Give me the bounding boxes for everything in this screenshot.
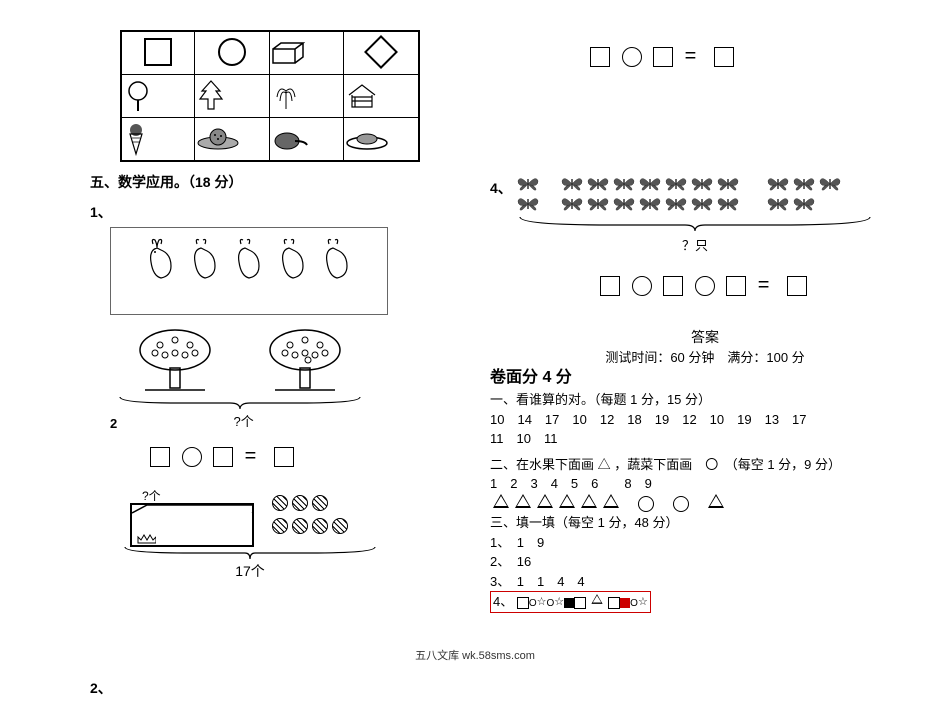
crown-icon bbox=[136, 533, 156, 545]
answer-sec2-nums: 1 2 3 4 5 6 8 9 bbox=[490, 474, 920, 494]
question-2-label: 2 bbox=[110, 416, 117, 431]
butterfly-group-right bbox=[766, 175, 842, 193]
apple-tree-icon bbox=[260, 325, 350, 395]
hat-icon bbox=[345, 127, 389, 151]
apple-trees-diagram bbox=[110, 325, 370, 395]
rabbit-icon bbox=[317, 236, 357, 286]
cap-icon bbox=[271, 127, 311, 151]
butterfly-group-mid2 bbox=[560, 195, 740, 213]
circle-icon bbox=[218, 38, 246, 66]
house-icon bbox=[345, 81, 379, 111]
equation-1: = bbox=[150, 445, 470, 468]
tree-willow-icon bbox=[271, 79, 301, 113]
brace-icon bbox=[510, 215, 880, 235]
rabbit-icon bbox=[185, 236, 225, 286]
question-4-label: 4、 bbox=[490, 178, 512, 198]
butterfly-group-left bbox=[516, 175, 540, 193]
diamond-icon bbox=[364, 35, 398, 69]
answer-sec1-line2: 11 10 11 bbox=[490, 429, 920, 449]
apples-unknown-label: ?个 bbox=[234, 414, 254, 429]
equation-butterflies: = bbox=[600, 274, 920, 297]
cuboid-icon bbox=[271, 41, 305, 65]
tree-round-icon bbox=[123, 79, 153, 113]
rabbit-icon bbox=[273, 236, 313, 286]
section-5-title: 五、数学应用。（18 分） bbox=[90, 172, 470, 192]
footer-watermark: 五八文库 wk.58sms.com bbox=[0, 647, 950, 663]
answer-sec3-l1: 1、 1 9 bbox=[490, 533, 920, 553]
balls-outside bbox=[270, 493, 370, 539]
box-container: ?个 bbox=[130, 503, 254, 547]
rabbits-diagram bbox=[110, 227, 388, 315]
answer-sec3-l4: 4、 O☆O☆O☆ bbox=[490, 591, 651, 613]
balls-diagram: ?个 17个 bbox=[110, 483, 390, 583]
question-2b-label: 2、 bbox=[90, 678, 470, 698]
butterfly-group-left2 bbox=[516, 195, 540, 213]
juanmian-score: 卷面分 4 分 bbox=[490, 366, 920, 390]
icecream-icon bbox=[123, 122, 149, 156]
apple-tree-icon bbox=[130, 325, 220, 395]
test-info: 测试时间：60 分钟 满分：100 分 bbox=[490, 347, 920, 366]
question-1-label: 1、 bbox=[90, 202, 470, 222]
answer-sec2-title: 二、在水果下面画 △ ，蔬菜下面画 〇 （每空 1 分，9 分） bbox=[490, 455, 920, 475]
butterfly-group-mid bbox=[560, 175, 740, 193]
answer-sec1-line1: 10 14 17 10 12 18 19 12 10 19 13 17 bbox=[490, 410, 920, 430]
answer-sec1-title: 一、看谁算的对。（每题 1 分，15 分） bbox=[490, 390, 920, 410]
equation-top: = bbox=[590, 45, 920, 68]
butterflies-diagram bbox=[516, 173, 842, 215]
butterflies-unknown-label: ？只 bbox=[510, 235, 880, 254]
butterfly-group-right2 bbox=[766, 195, 816, 213]
answer-sec3-l3: 3、 1 1 4 4 bbox=[490, 572, 920, 592]
total-17-label: 17个 bbox=[120, 561, 380, 581]
answer-sec2-shapes bbox=[490, 494, 920, 514]
cookies-icon bbox=[196, 127, 240, 151]
answer-title: 答案 bbox=[490, 327, 920, 347]
tree-pine-icon bbox=[196, 79, 226, 113]
rabbit-icon bbox=[141, 236, 181, 286]
box-unknown-label: ?个 bbox=[142, 487, 161, 504]
answer-sec3-title: 三、填一填（每空 1 分，48 分） bbox=[490, 513, 920, 533]
answer-sec3-l2: 2、 16 bbox=[490, 552, 920, 572]
square-icon bbox=[144, 38, 172, 66]
shape-classification-table bbox=[120, 30, 420, 162]
rabbit-icon bbox=[229, 236, 269, 286]
